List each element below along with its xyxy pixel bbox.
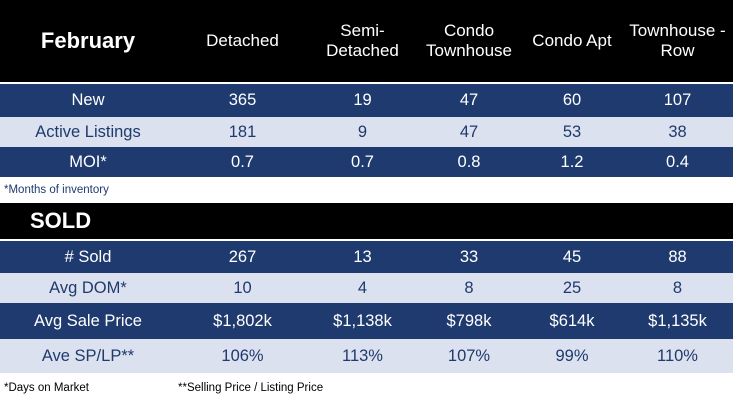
table-cell: 0.8 [457,152,481,171]
footnote-moi-row: *Months of inventory [0,177,733,203]
table-cell: 10 [233,278,252,297]
table-cell: 181 [228,122,257,141]
sold-section-header: SOLD [0,203,733,239]
table-cell: 110% [657,346,698,365]
table-cell: 267 [228,247,257,266]
table-cell: 113% [342,346,383,365]
table-row: Avg Sale Price $1,802k $1,138k $798k $61… [0,303,733,339]
row-label-avg-sale-price: Avg Sale Price [34,311,142,330]
table-cell: $1,135k [648,311,707,330]
table-cell: 0.7 [351,152,374,171]
month-title: February [40,28,136,54]
column-header-semi-detached: Semi- Detached [326,21,399,60]
table-cell: 25 [562,278,582,297]
table-cell: 8 [672,278,683,297]
table-cell: 53 [562,122,582,141]
table-cell: 45 [562,247,582,266]
row-label-sold: # Sold [64,247,112,266]
column-header-condo-apt: Condo Apt [532,31,612,51]
row-label-avg-dom: Avg DOM* [49,278,127,297]
table-cell: 13 [353,247,372,266]
table-cell: 38 [668,122,687,141]
table-cell: 88 [668,247,687,266]
table-cell: $614k [549,311,595,330]
column-header-detached: Detached [206,31,279,51]
table-row: New 365 19 47 60 107 [0,84,733,117]
table-cell: 107% [447,346,491,365]
table-row: # Sold 267 13 33 45 88 [0,241,733,273]
table-cell: 60 [562,91,582,110]
row-label-ave-sp-lp: Ave SP/LP** [41,346,135,365]
table-cell: 47 [459,122,479,141]
table-cell: 1.2 [560,152,584,171]
table-cell: 47 [459,91,479,110]
row-label-new: New [71,91,105,110]
table-cell: 0.7 [231,152,254,171]
table-cell: $1,802k [213,311,272,330]
table-cell: 99% [555,346,589,365]
table-cell: 107 [663,91,692,110]
column-header-condo-townhouse: Condo Townhouse [425,21,512,60]
table-row: Avg DOM* 10 4 8 25 8 [0,273,733,303]
row-label-moi: MOI* [69,152,107,171]
table-cell: 8 [464,278,474,297]
table-cell: $1,138k [333,311,392,330]
header-row: February Detached Semi- Detached Condo T… [0,0,733,82]
table-cell: 4 [357,278,368,297]
table-cell: 365 [228,91,257,110]
footnote-moi: *Months of inventory [4,184,109,196]
table-cell: 106% [221,346,264,365]
table-cell: 19 [353,91,372,110]
row-label-active-listings: Active Listings [35,122,141,141]
table-cell: $798k [446,311,492,330]
table-row: Active Listings 181 9 47 53 38 [0,117,733,147]
footnote-dom: *Days on Market [4,382,90,394]
footnotes-row: *Days on Market **Selling Price / Listin… [0,376,733,400]
table-cell: 33 [459,247,479,266]
table-cell: 0.4 [666,152,689,171]
column-header-townhouse-row: Townhouse - Row [629,21,726,60]
sold-heading: SOLD [30,208,92,234]
footnote-sp-lp: **Selling Price / Listing Price [178,382,324,394]
table-row: Ave SP/LP** 106% 113% 107% 99% 110% [0,339,733,373]
table-row: MOI* 0.7 0.7 0.8 1.2 0.4 [0,147,733,177]
table-cell: 9 [357,122,368,141]
